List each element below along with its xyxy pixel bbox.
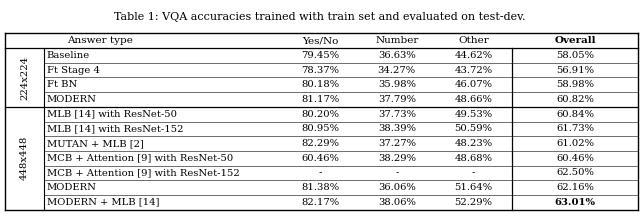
- Text: -: -: [472, 168, 476, 177]
- Text: 50.59%: 50.59%: [454, 124, 493, 133]
- Text: 62.16%: 62.16%: [556, 183, 594, 192]
- Text: Overall: Overall: [554, 36, 596, 45]
- Text: 56.91%: 56.91%: [556, 66, 594, 75]
- Text: 48.66%: 48.66%: [454, 95, 493, 104]
- Text: 81.38%: 81.38%: [301, 183, 339, 192]
- Text: 37.27%: 37.27%: [378, 139, 416, 148]
- Text: MODERN: MODERN: [47, 95, 97, 104]
- Text: Ft Stage 4: Ft Stage 4: [47, 66, 100, 75]
- Text: 82.17%: 82.17%: [301, 198, 339, 207]
- Text: 58.98%: 58.98%: [556, 80, 594, 89]
- Text: 62.50%: 62.50%: [556, 168, 594, 177]
- Text: 34.27%: 34.27%: [378, 66, 416, 75]
- Text: Yes/No: Yes/No: [302, 36, 338, 45]
- Text: 82.29%: 82.29%: [301, 139, 339, 148]
- Text: Answer type: Answer type: [67, 36, 133, 45]
- Text: 37.73%: 37.73%: [378, 110, 416, 119]
- Text: -: -: [318, 168, 322, 177]
- Text: MCB + Attention [9] with ResNet-152: MCB + Attention [9] with ResNet-152: [47, 168, 239, 177]
- Text: 38.06%: 38.06%: [378, 198, 416, 207]
- Text: 60.46%: 60.46%: [301, 154, 339, 163]
- Text: 49.53%: 49.53%: [454, 110, 493, 119]
- Text: 79.45%: 79.45%: [301, 51, 339, 60]
- Text: 61.02%: 61.02%: [556, 139, 594, 148]
- Text: 38.39%: 38.39%: [378, 124, 416, 133]
- Text: MLB [14] with ResNet-152: MLB [14] with ResNet-152: [47, 124, 183, 133]
- Text: 224x224: 224x224: [20, 56, 29, 100]
- Text: 43.72%: 43.72%: [454, 66, 493, 75]
- Text: 58.05%: 58.05%: [556, 51, 594, 60]
- Text: 448x448: 448x448: [20, 136, 29, 180]
- Text: MCB + Attention [9] with ResNet-50: MCB + Attention [9] with ResNet-50: [47, 154, 233, 163]
- Text: 35.98%: 35.98%: [378, 80, 416, 89]
- Text: 78.37%: 78.37%: [301, 66, 339, 75]
- Text: 80.20%: 80.20%: [301, 110, 339, 119]
- Text: MODERN + MLB [14]: MODERN + MLB [14]: [47, 198, 159, 207]
- Text: 36.06%: 36.06%: [378, 183, 415, 192]
- Text: Other: Other: [458, 36, 489, 45]
- Text: 44.62%: 44.62%: [454, 51, 493, 60]
- Text: 48.23%: 48.23%: [454, 139, 493, 148]
- Text: 63.01%: 63.01%: [554, 198, 596, 207]
- Text: 51.64%: 51.64%: [454, 183, 493, 192]
- Text: 37.79%: 37.79%: [378, 95, 416, 104]
- Text: 60.82%: 60.82%: [556, 95, 594, 104]
- Text: 60.84%: 60.84%: [556, 110, 594, 119]
- Text: 80.95%: 80.95%: [301, 124, 339, 133]
- Text: Number: Number: [375, 36, 419, 45]
- Text: MODERN: MODERN: [47, 183, 97, 192]
- Text: 48.68%: 48.68%: [454, 154, 493, 163]
- Text: Ft BN: Ft BN: [47, 80, 77, 89]
- Text: 46.07%: 46.07%: [454, 80, 493, 89]
- Text: 81.17%: 81.17%: [301, 95, 339, 104]
- Text: 60.46%: 60.46%: [556, 154, 594, 163]
- Text: 38.29%: 38.29%: [378, 154, 416, 163]
- Text: MUTAN + MLB [2]: MUTAN + MLB [2]: [47, 139, 143, 148]
- Text: 36.63%: 36.63%: [378, 51, 415, 60]
- Text: 61.73%: 61.73%: [556, 124, 594, 133]
- Text: Table 1: VQA accuracies trained with train set and evaluated on test-dev.: Table 1: VQA accuracies trained with tra…: [115, 12, 525, 22]
- Text: 52.29%: 52.29%: [454, 198, 493, 207]
- Text: Baseline: Baseline: [47, 51, 90, 60]
- Text: -: -: [395, 168, 399, 177]
- Text: 80.18%: 80.18%: [301, 80, 339, 89]
- Text: MLB [14] with ResNet-50: MLB [14] with ResNet-50: [47, 110, 177, 119]
